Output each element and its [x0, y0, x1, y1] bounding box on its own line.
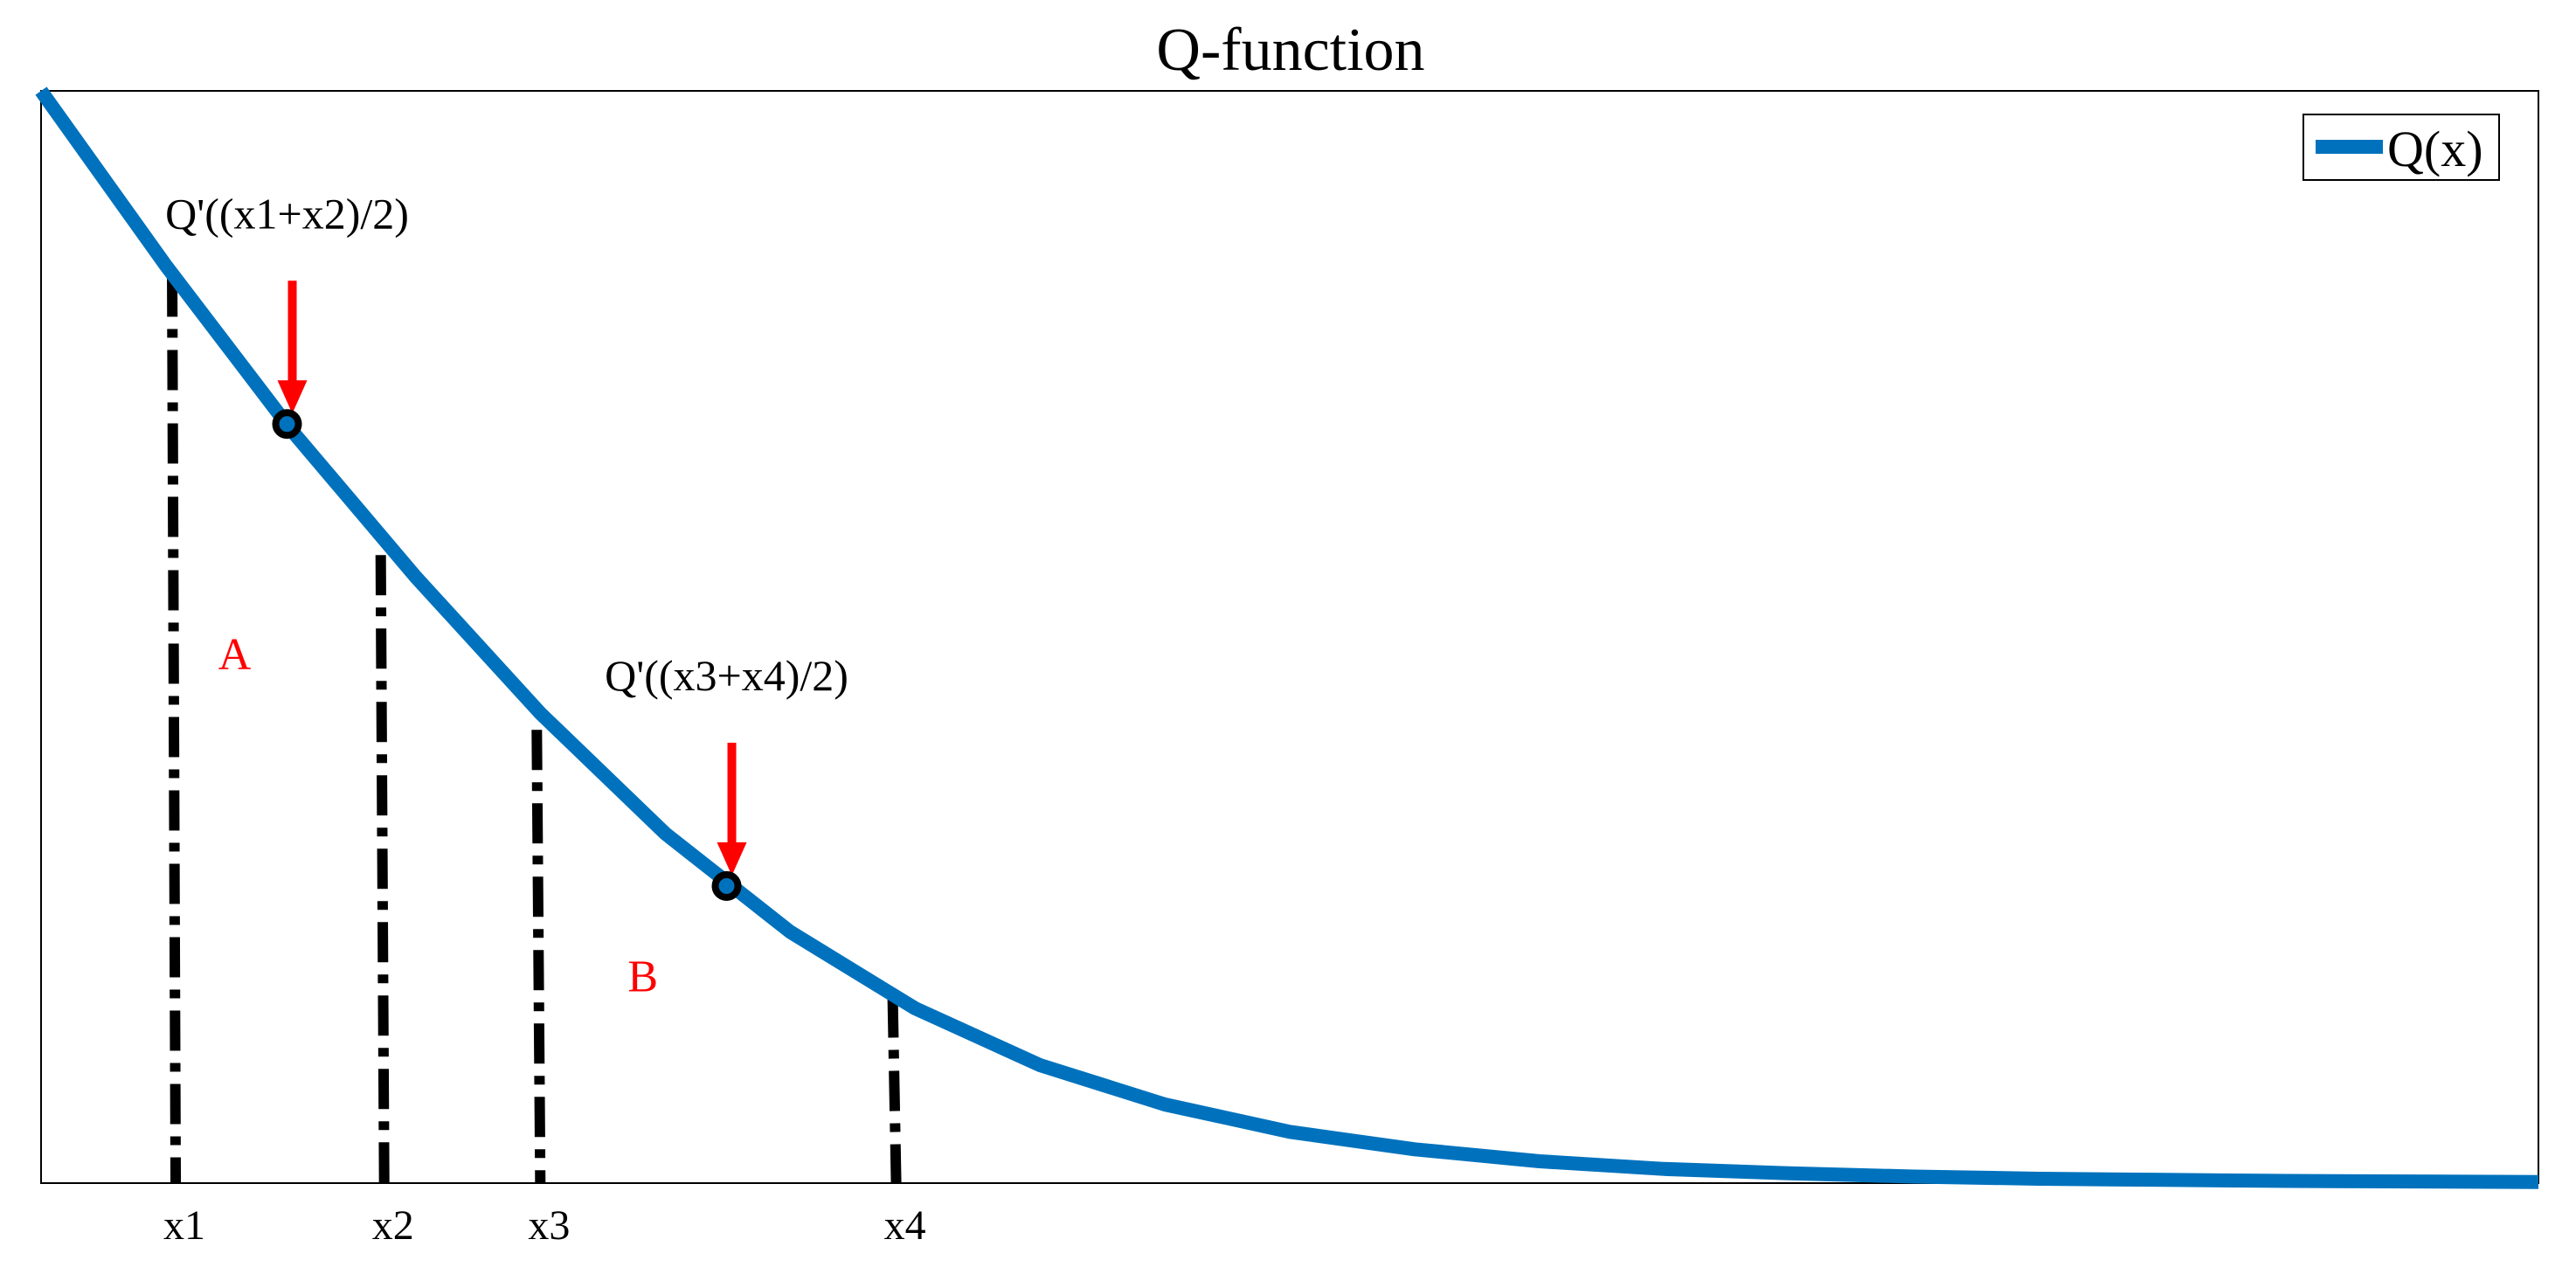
- vertical-line-3: [531, 730, 546, 1184]
- marker-label-1: Q'((x1+x2)/2): [165, 189, 409, 238]
- region-label-b: B: [627, 952, 658, 1002]
- marker-arrow-head-2: [717, 842, 747, 876]
- x-tick-labels: x1 x2 x3 x4: [163, 1202, 926, 1249]
- legend-label: Q(x): [2387, 121, 2483, 177]
- legend: Q(x): [2302, 114, 2500, 181]
- chart-title: Q-function: [1156, 17, 1424, 84]
- series-line-1: [35, 87, 2539, 1189]
- series-layer: [35, 87, 2539, 1189]
- vertical-line-4: [887, 997, 902, 1184]
- vertical-line-2: [375, 555, 390, 1184]
- marker-arrow-head-1: [277, 380, 308, 414]
- marker-point-1: [272, 409, 302, 440]
- x-tick-label-4: x4: [884, 1202, 926, 1249]
- x-tick-label-3: x3: [528, 1202, 570, 1249]
- region-label-a: A: [218, 630, 252, 680]
- marker-point-2: [711, 871, 742, 901]
- x-tick-label-2: x2: [372, 1202, 414, 1249]
- vertical-lines: [167, 276, 902, 1184]
- vertical-line-1: [167, 276, 182, 1184]
- plot-area-frame: [40, 90, 2539, 1184]
- x-tick-label-1: x1: [163, 1202, 205, 1249]
- markers-layer: Q'((x1+x2)/2) Q'((x3+x4)/2): [165, 189, 848, 901]
- marker-label-2: Q'((x3+x4)/2): [605, 651, 848, 700]
- labels-layer: AB: [218, 630, 658, 1002]
